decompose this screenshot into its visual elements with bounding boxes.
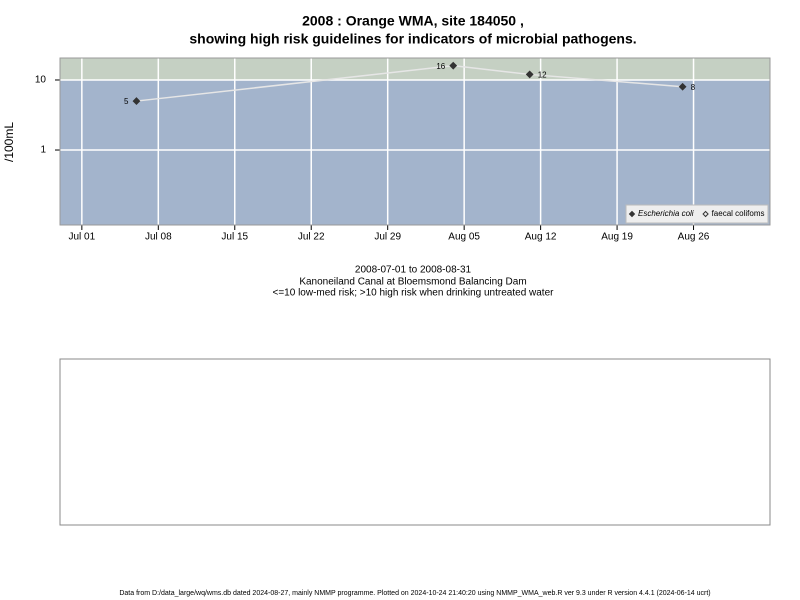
x-label-line: Kanoneiland Canal at Bloemsmond Balancin… [299,277,526,288]
x-tick-label: Jul 29 [374,232,401,243]
legend-marker [628,210,636,218]
x-tick-label: Jul 15 [221,232,248,243]
legend-box [625,204,769,224]
data-point [132,97,141,105]
data-point [449,61,458,70]
x-tick-label: Aug 12 [525,232,557,243]
data-point [525,70,534,79]
x-label-line: <=10 low-med risk; >10 high risk when dr… [273,288,555,299]
legend-marker [702,210,709,218]
data-label: 16 [436,62,445,71]
footer: Data from D:/data_large/wq/wms.db dated … [119,590,710,597]
legend-label: faecal colifoms [712,209,765,218]
data-label: 12 [538,71,547,80]
data-label: 5 [124,97,129,106]
low-risk-band [60,79,770,226]
x-tick-label: Jul 22 [298,232,325,243]
x-tick-label: Aug 19 [601,232,633,243]
x-label-line: 2008-07-01 to 2008-08-31 [355,265,472,276]
chart-subtitle: showing high risk guidelines for indicat… [189,31,636,47]
empty-panel [59,358,771,526]
x-tick-label: Jul 08 [145,232,172,243]
x-tick-label: Jul 01 [69,232,96,243]
plot-frame [59,57,771,226]
data-point [678,82,687,91]
data-label: 8 [691,83,696,92]
y-tick-label: 10 [35,75,47,86]
y-tick-label: 1 [40,145,46,156]
y-axis-label: /100mL [2,122,16,162]
series-line [136,64,683,102]
high-risk-band [60,58,770,80]
legend-label: Escherichia coli [638,209,694,218]
x-tick-label: Aug 05 [448,232,480,243]
chart-title: 2008 : Orange WMA, site 184050 , [302,13,524,29]
x-tick-label: Aug 26 [678,232,710,243]
